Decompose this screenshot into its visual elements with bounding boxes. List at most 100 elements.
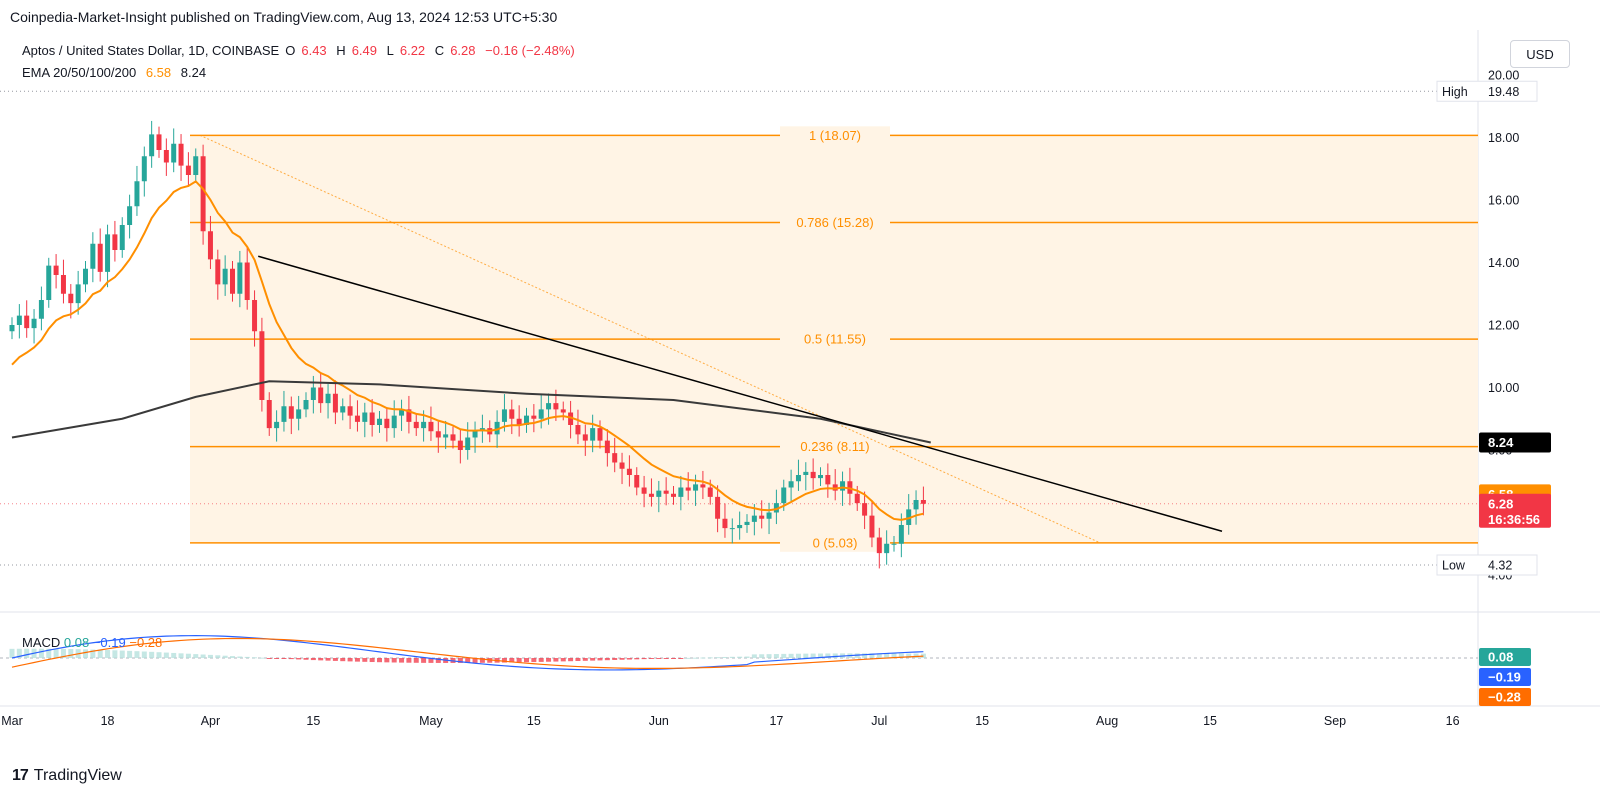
macd-histogram-bar	[612, 658, 618, 660]
candle-body	[810, 471, 816, 479]
candle-body	[119, 225, 125, 250]
macd-histogram-bar	[524, 658, 529, 663]
price-tag-box	[1479, 432, 1551, 453]
x-tick-label: 15	[527, 714, 541, 728]
macd-value-1: 0.08	[63, 635, 90, 650]
macd-histogram-bar	[141, 651, 147, 658]
macd-histogram-bar	[553, 658, 559, 662]
price-tag-value: 8.24	[1488, 435, 1514, 450]
macd-histogram-bar	[303, 658, 309, 660]
macd-value-2: −0.19	[92, 635, 126, 650]
macd-histogram-bar	[53, 648, 59, 658]
candle-body	[457, 440, 463, 450]
x-tick-label: 15	[306, 714, 320, 728]
candle-body	[413, 421, 419, 429]
macd-histogram-bar	[435, 658, 441, 663]
macd-histogram-bar	[340, 658, 346, 662]
x-tick-label: Aug	[1096, 714, 1118, 728]
macd-histogram-bar	[641, 658, 647, 660]
ema-slow-line	[11, 380, 931, 444]
candle-body	[377, 418, 382, 425]
macd-histogram-bar	[590, 658, 596, 661]
candle-body	[38, 300, 44, 319]
macd-histogram-bar	[906, 653, 912, 658]
candle-body	[884, 543, 890, 554]
candle-body	[472, 431, 478, 438]
macd-tag-box	[1479, 648, 1531, 666]
candle-body	[200, 156, 206, 232]
y-tick-label: 10.00	[1488, 381, 1519, 395]
ema-label[interactable]: EMA 20/50/100/200	[22, 65, 137, 80]
y-tick-label: 12.00	[1488, 319, 1519, 333]
macd-histogram-bar	[773, 654, 779, 658]
candle-body	[715, 496, 721, 519]
candle-body	[781, 487, 787, 504]
candle-body	[347, 406, 353, 416]
macd-histogram-bar	[707, 657, 713, 659]
low-tag-value: 4.32	[1488, 559, 1512, 573]
macd-histogram-bar	[648, 658, 654, 659]
macd-histogram-bar	[729, 656, 735, 658]
macd-histogram-bar	[24, 648, 30, 658]
macd-histogram-bar	[604, 658, 610, 661]
macd-line	[11, 635, 924, 671]
y-tick-label: 20.00	[1488, 69, 1519, 83]
macd-histogram-bar	[663, 658, 669, 659]
macd-tag-box	[1479, 668, 1531, 686]
candle-body	[634, 475, 640, 488]
currency-button[interactable]: USD	[1510, 40, 1570, 68]
macd-histogram-bar	[862, 653, 868, 658]
macd-histogram-bar	[575, 658, 581, 662]
candle-body	[435, 431, 441, 438]
candle-body	[230, 268, 235, 294]
candle-body	[450, 434, 456, 441]
macd-histogram-bar	[406, 658, 412, 663]
high-tag-label: High	[1442, 85, 1468, 99]
tradingview-brand[interactable]: 17 TradingView	[12, 767, 122, 785]
macd-histogram-bar	[362, 658, 368, 662]
macd-histogram-bar	[795, 653, 801, 658]
macd-histogram-bar	[171, 652, 177, 658]
candle-body	[560, 409, 566, 413]
macd-label[interactable]: MACD	[22, 635, 61, 650]
candle-body	[252, 300, 258, 332]
macd-value-3: −0.28	[129, 635, 163, 650]
candle-body	[185, 165, 191, 175]
open-label: O	[285, 43, 296, 58]
candle-body	[906, 509, 912, 525]
candle-body	[788, 481, 794, 488]
candle-body	[207, 231, 213, 260]
symbol-legend: Aptos / United States Dollar, 1D, COINBA…	[22, 43, 581, 58]
macd-tag-value: −0.28	[1488, 690, 1521, 705]
macd-histogram-bar	[16, 648, 22, 658]
candle-body	[237, 262, 243, 294]
candle-body	[700, 484, 706, 488]
candle-body	[296, 409, 302, 419]
candle-body	[310, 387, 316, 400]
candle-body	[9, 325, 15, 332]
fib-anchor-line	[199, 134, 1101, 544]
candle-body	[83, 268, 88, 285]
macd-histogram-bar	[163, 652, 169, 658]
candle-body	[876, 537, 882, 554]
candle-body	[509, 409, 515, 419]
ema-legend: EMA 20/50/100/200 6.58 8.24	[22, 65, 212, 80]
macd-histogram-bar	[156, 652, 162, 658]
close-value: 6.28	[450, 43, 476, 58]
symbol-title[interactable]: Aptos / United States Dollar, 1D, COINBA…	[22, 43, 280, 58]
macd-histogram-bar	[332, 658, 338, 661]
macd-histogram-bar	[737, 656, 743, 658]
candle-body	[722, 518, 728, 529]
ema-value-1: 6.58	[145, 65, 172, 80]
macd-histogram-bar	[509, 658, 515, 663]
candle-body	[215, 259, 221, 285]
macd-histogram-bar	[803, 653, 809, 658]
high-tag-box	[1436, 80, 1538, 102]
price-tag-countdown: 16:36:56	[1488, 512, 1540, 527]
price-tag-value: 6.28	[1488, 496, 1513, 511]
macd-histogram-bar	[384, 658, 390, 663]
candle-body	[553, 403, 559, 410]
candle-body	[913, 500, 919, 510]
candle-body	[266, 400, 272, 429]
